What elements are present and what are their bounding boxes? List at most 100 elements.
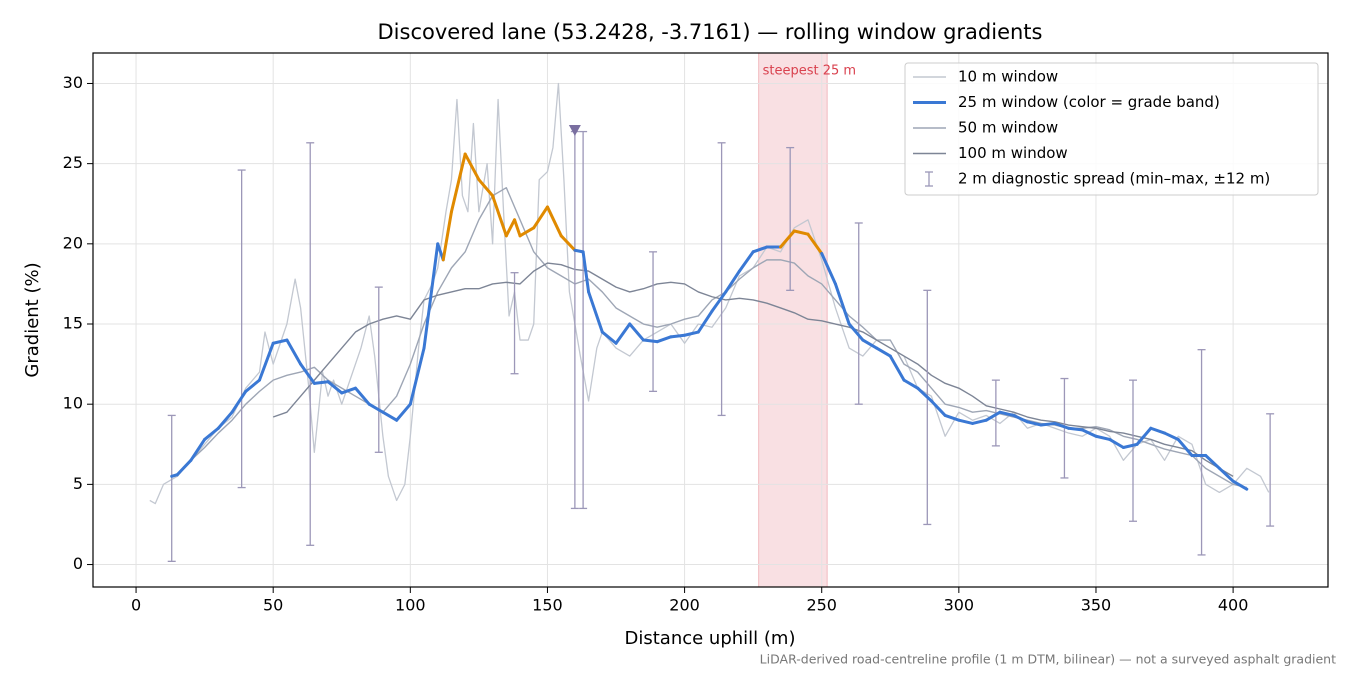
footnote: LiDAR-derived road-centreline profile (1… bbox=[760, 652, 1336, 667]
series-segment bbox=[847, 322, 865, 342]
y-tick-label: 10 bbox=[63, 394, 83, 413]
legend-label: 25 m window (color = grade band) bbox=[958, 93, 1220, 111]
series-segment bbox=[833, 282, 851, 326]
series-segment bbox=[600, 330, 618, 345]
series-segment bbox=[1176, 437, 1194, 458]
x-tick-label: 250 bbox=[806, 596, 837, 615]
marker bbox=[568, 124, 581, 136]
series-segment bbox=[998, 410, 1016, 417]
series-segment bbox=[299, 362, 316, 385]
series-segment bbox=[463, 152, 481, 182]
series-segment bbox=[957, 418, 975, 425]
y-axis-label: Gradient (%) bbox=[22, 262, 43, 377]
series-segment bbox=[655, 335, 673, 344]
chart-title: Discovered lane (53.2428, -3.7161) — rol… bbox=[378, 20, 1043, 44]
plot-frame bbox=[92, 52, 1329, 588]
series-segment bbox=[696, 309, 714, 334]
series-segment bbox=[477, 178, 495, 198]
series-segment bbox=[504, 218, 517, 238]
series-segment bbox=[916, 386, 933, 403]
series-segment bbox=[806, 232, 824, 255]
series-line bbox=[149, 82, 1270, 505]
y-tick-label: 25 bbox=[63, 153, 83, 172]
series-segment bbox=[203, 426, 220, 441]
series-segment bbox=[422, 242, 440, 350]
series-segment bbox=[1149, 426, 1167, 435]
series-segment bbox=[614, 322, 632, 345]
series-segment bbox=[449, 152, 467, 214]
series-segment bbox=[1025, 420, 1043, 427]
series-segment bbox=[1163, 431, 1180, 441]
series-segment bbox=[545, 205, 563, 238]
series-segment bbox=[353, 386, 371, 406]
series-segment bbox=[532, 205, 549, 230]
legend-label: 50 m window bbox=[958, 119, 1058, 137]
series-segment bbox=[271, 338, 289, 345]
series-segment bbox=[888, 354, 906, 382]
series-segment bbox=[175, 458, 193, 477]
series-segment bbox=[875, 346, 892, 358]
x-tick-label: 150 bbox=[532, 596, 563, 615]
series-segment bbox=[1204, 454, 1221, 470]
x-tick-label: 350 bbox=[1081, 596, 1112, 615]
x-tick-label: 0 bbox=[131, 596, 141, 615]
x-axis-label: Distance uphill (m) bbox=[625, 628, 796, 649]
series-segment bbox=[441, 210, 453, 262]
series-segment bbox=[1108, 437, 1125, 449]
series-segment bbox=[312, 380, 330, 385]
series-segment bbox=[257, 341, 275, 382]
series-line bbox=[272, 262, 1234, 477]
series-segment bbox=[820, 251, 837, 286]
series-segment bbox=[559, 234, 577, 252]
y-tick-label: 30 bbox=[63, 73, 83, 92]
y-tick-label: 0 bbox=[73, 554, 83, 573]
y-tick-label: 15 bbox=[63, 314, 83, 333]
series-segment bbox=[189, 437, 207, 462]
series-segment bbox=[929, 399, 947, 417]
legend-box bbox=[904, 62, 1319, 196]
series-segment bbox=[641, 338, 659, 344]
series-segment bbox=[285, 338, 303, 366]
series-segment bbox=[581, 250, 591, 294]
series-segment bbox=[491, 194, 508, 238]
series-segment bbox=[340, 386, 357, 395]
highlight-label: steepest 25 m bbox=[763, 64, 856, 79]
series-segment bbox=[669, 333, 687, 339]
series-segment bbox=[1231, 479, 1249, 491]
series-segment bbox=[971, 418, 988, 425]
series-segment bbox=[751, 245, 769, 254]
series-segment bbox=[792, 229, 810, 236]
series-segment bbox=[230, 389, 248, 414]
series-segment bbox=[683, 330, 700, 337]
series-segment bbox=[628, 322, 645, 342]
series-segment bbox=[513, 218, 522, 238]
x-tick-label: 300 bbox=[944, 596, 975, 615]
series-segment bbox=[984, 410, 1002, 422]
series-segment bbox=[1067, 426, 1084, 432]
y-tick-label: 20 bbox=[63, 233, 83, 252]
series-segment bbox=[779, 229, 796, 249]
series-segment bbox=[395, 402, 412, 422]
series-segment bbox=[861, 338, 879, 350]
series-segment bbox=[518, 226, 536, 238]
series-segment bbox=[1217, 466, 1235, 483]
series-segment bbox=[1121, 442, 1139, 449]
series-segment bbox=[326, 380, 344, 395]
series-segment bbox=[381, 410, 399, 422]
series-segment bbox=[1094, 434, 1112, 441]
series-segment bbox=[902, 378, 920, 390]
series-segment bbox=[408, 346, 426, 406]
series-segment bbox=[1053, 421, 1071, 430]
series-segment bbox=[1039, 421, 1057, 427]
x-tick-label: 400 bbox=[1218, 596, 1249, 615]
series-segment bbox=[1012, 413, 1029, 424]
x-tick-label: 50 bbox=[263, 596, 283, 615]
series-line bbox=[176, 187, 1247, 489]
series-segment bbox=[737, 250, 755, 273]
series-segment bbox=[710, 290, 728, 313]
series-segment bbox=[943, 413, 961, 422]
series-segment bbox=[1135, 426, 1153, 446]
series-segment bbox=[367, 402, 385, 414]
series-segment bbox=[244, 378, 261, 393]
